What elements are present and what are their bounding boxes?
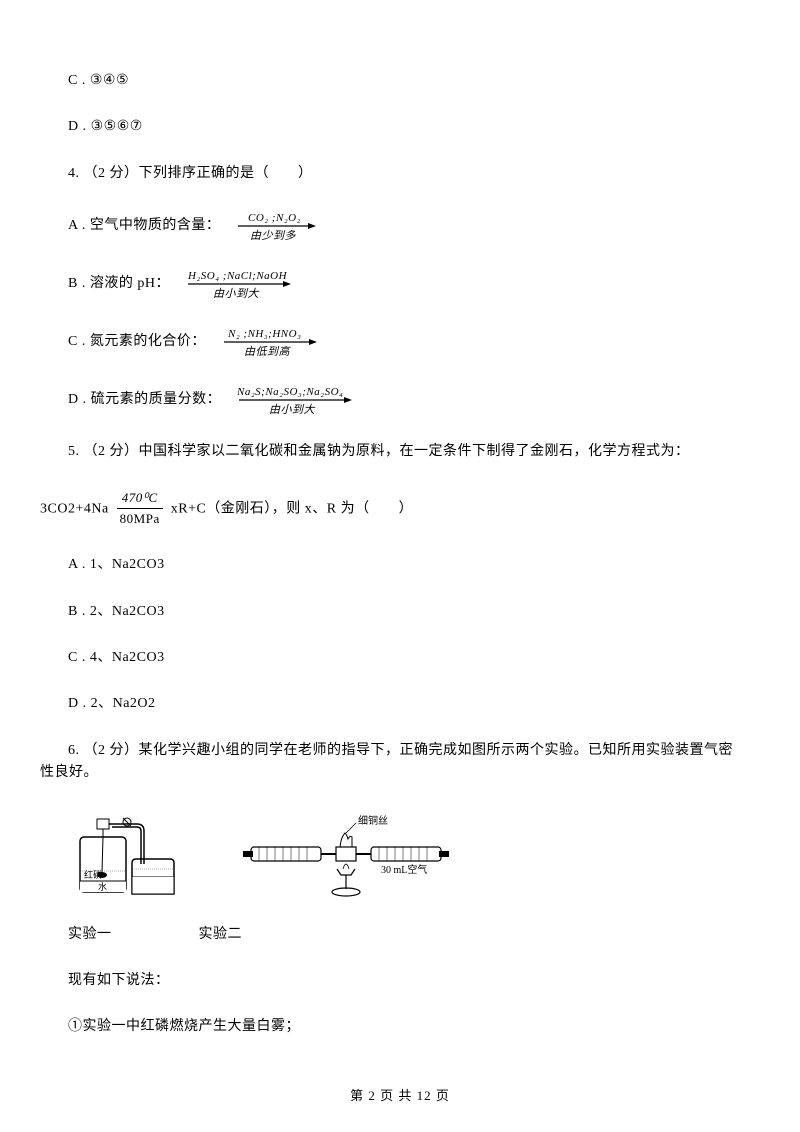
- q5-equation-pre: 3CO2+4Na: [40, 501, 109, 516]
- q3-option-c: C . ③④⑤: [40, 70, 740, 92]
- q6-exp-label: 实验一 实验二: [40, 924, 740, 946]
- svg-text:红磷: 红磷: [84, 869, 102, 880]
- arrow-diagram: H₂SO₄ ;NaCl;NaOH 由小到大: [178, 267, 298, 301]
- q5-option-b: B . 2、Na2CO3: [40, 601, 740, 623]
- svg-text:N₂ ;NH₃;HNO₃: N₂ ;NH₃;HNO₃: [227, 328, 301, 340]
- svg-text:细铜丝: 细铜丝: [358, 814, 388, 827]
- arrow-diagram: Na₂S;Na₂SO₃;Na₂SO₄ 由小到大: [229, 383, 359, 417]
- q4-optD-label: D . 硫元素的质量分数：: [68, 392, 221, 407]
- q4-stem: 4. （2 分）下列排序正确的是（ ）: [40, 163, 740, 185]
- q4-optB-label: B . 溶液的 pH：: [68, 276, 170, 291]
- q5-option-d: D . 2、Na2O2: [40, 693, 740, 715]
- svg-text:CO₂ ;N₂O₂: CO₂ ;N₂O₂: [248, 212, 301, 224]
- experiment-2-diagram: 细铜丝 30 mL空气: [241, 809, 471, 904]
- q5-stem-line2: 3CO2+4Na 470⁰C 80MPa xR+C（金刚石），则 x、R 为（ …: [40, 488, 740, 531]
- q4-option-b: B . 溶液的 pH： H₂SO₄ ;NaCl;NaOH 由小到大: [40, 267, 740, 301]
- svg-text:由低到高: 由低到高: [244, 345, 291, 358]
- svg-text:水: 水: [98, 881, 107, 892]
- page-footer: 第 2 页 共 12 页: [0, 1085, 800, 1104]
- svg-text:由少到多: 由少到多: [250, 229, 296, 242]
- svg-text:由小到大: 由小到大: [213, 287, 259, 300]
- q5-equation-post: xR+C（金刚石），则 x、R 为（ ）: [171, 501, 413, 516]
- svg-text:由小到大: 由小到大: [269, 403, 315, 416]
- svg-text:H₂SO₄ ;NaCl;NaOH: H₂SO₄ ;NaCl;NaOH: [187, 270, 288, 282]
- q3-option-d: D . ③⑤⑥⑦: [40, 116, 740, 138]
- q6-intro: 现有如下说法：: [40, 970, 740, 992]
- q4-option-a: A . 空气中物质的含量： CO₂ ;N₂O₂ 由少到多: [40, 209, 740, 243]
- q4-optC-label: C . 氮元素的化合价：: [68, 334, 206, 349]
- q5-stem-line1: 5. （2 分）中国科学家以二氧化碳和金属钠为原料，在一定条件下制得了金刚石，化…: [40, 441, 740, 463]
- q5-option-c: C . 4、Na2CO3: [40, 647, 740, 669]
- arrow-diagram: N₂ ;NH₃;HNO₃ 由低到高: [214, 325, 324, 359]
- q6-statement-1: ①实验一中红磷燃烧产生大量白雾；: [40, 1016, 740, 1038]
- q4-option-c: C . 氮元素的化合价： N₂ ;NH₃;HNO₃ 由低到高: [40, 325, 740, 359]
- q5-option-a: A . 1、Na2CO3: [40, 554, 740, 576]
- reaction-condition: 470⁰C 80MPa: [117, 488, 163, 531]
- q4-option-d: D . 硫元素的质量分数： Na₂S;Na₂SO₃;Na₂SO₄ 由小到大: [40, 383, 740, 417]
- q4-optA-label: A . 空气中物质的含量：: [68, 218, 220, 233]
- svg-text:30 mL空气: 30 mL空气: [381, 863, 427, 876]
- svg-text:Na₂S;Na₂SO₃;Na₂SO₄: Na₂S;Na₂SO₃;Na₂SO₄: [236, 386, 343, 398]
- experiment-diagrams: 红磷 水 细铜丝: [72, 809, 740, 904]
- experiment-1-diagram: 红磷 水: [72, 809, 207, 904]
- arrow-diagram: CO₂ ;N₂O₂ 由少到多: [228, 209, 318, 243]
- q6-stem: 6. （2 分）某化学兴趣小组的同学在老师的指导下，正确完成如图所示两个实验。已…: [40, 740, 740, 785]
